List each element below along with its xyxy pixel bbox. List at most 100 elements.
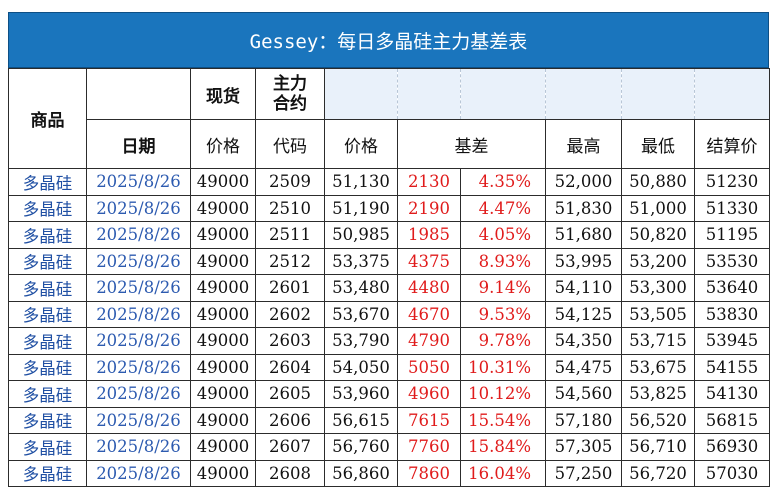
header-price: 价格 [324,119,398,169]
cell-date: 2025/8/26 [86,300,191,328]
cell-settle: 54155 [694,353,770,381]
cell-code: 2511 [255,221,325,249]
cell-low: 53,200 [621,247,695,275]
cell-product: 多晶硅 [8,406,87,434]
table-row: 多晶硅 2025/8/26 49000 2511 50,985 1985 4.05% 51,6… [8,221,770,249]
table-row: 多晶硅 2025/8/26 49000 2601 53,480 4480 9.14% 54,1… [8,274,770,302]
cell-low: 56,710 [621,433,695,461]
cell-price: 56,615 [324,406,398,434]
table-row: 多晶硅 2025/8/26 49000 2608 56,860 7860 16.04% 57,… [8,459,770,487]
cell-high: 57,180 [545,406,622,434]
cell-date: 2025/8/26 [86,353,191,381]
cell-spot-price: 49000 [190,168,256,196]
cell-basis: 7760 [397,433,461,461]
header-empty [694,68,770,120]
cell-basis-pct: 15.84% [460,433,546,461]
cell-high: 51,680 [545,221,622,249]
cell-spot-price: 49000 [190,327,256,355]
cell-basis: 4375 [397,247,461,275]
cell-product: 多晶硅 [8,168,87,196]
table-row: 多晶硅 2025/8/26 49000 2510 51,190 2190 4.47% 51,8… [8,194,770,222]
cell-code: 2510 [255,194,325,222]
cell-date: 2025/8/26 [86,274,191,302]
cell-code: 2604 [255,353,325,381]
cell-price: 54,050 [324,353,398,381]
table-row: 多晶硅 2025/8/26 49000 2605 53,960 4960 10.12% 54,… [8,380,770,408]
cell-product: 多晶硅 [8,380,87,408]
cell-date: 2025/8/26 [86,380,191,408]
cell-product: 多晶硅 [8,194,87,222]
cell-code: 2605 [255,380,325,408]
cell-settle: 53830 [694,300,770,328]
table-row: 多晶硅 2025/8/26 49000 2603 53,790 4790 9.78% 54,3… [8,327,770,355]
header-basis: 基差 [397,119,546,169]
cell-spot-price: 49000 [190,406,256,434]
cell-spot-price: 49000 [190,380,256,408]
cell-settle: 51330 [694,194,770,222]
cell-date: 2025/8/26 [86,221,191,249]
cell-product: 多晶硅 [8,221,87,249]
cell-code: 2512 [255,247,325,275]
cell-price: 56,760 [324,433,398,461]
cell-date: 2025/8/26 [86,194,191,222]
cell-product: 多晶硅 [8,300,87,328]
cell-price: 56,860 [324,459,398,487]
cell-product: 多晶硅 [8,433,87,461]
cell-basis: 2130 [397,168,461,196]
cell-basis-pct: 9.78% [460,327,546,355]
header-date: 日期 [86,119,191,169]
cell-code: 2509 [255,168,325,196]
cell-code: 2608 [255,459,325,487]
header-product: 商品 [8,68,87,169]
cell-date: 2025/8/26 [86,247,191,275]
cell-settle: 56930 [694,433,770,461]
cell-basis: 1985 [397,221,461,249]
cell-product: 多晶硅 [8,327,87,355]
cell-high: 54,560 [545,380,622,408]
cell-high: 54,125 [545,300,622,328]
cell-date: 2025/8/26 [86,406,191,434]
cell-settle: 51195 [694,221,770,249]
cell-low: 53,300 [621,274,695,302]
cell-high: 53,995 [545,247,622,275]
cell-price: 53,375 [324,247,398,275]
cell-basis-pct: 15.54% [460,406,546,434]
cell-spot-price: 49000 [190,459,256,487]
header-empty [621,68,695,120]
header-high: 最高 [545,119,622,169]
cell-basis-pct: 16.04% [460,459,546,487]
header-spot: 现货 [190,68,256,120]
header-empty [545,68,622,120]
cell-low: 53,715 [621,327,695,355]
header-empty [324,68,398,120]
header-blank [86,68,191,120]
cell-high: 57,305 [545,433,622,461]
cell-basis-pct: 8.93% [460,247,546,275]
cell-basis-pct: 9.53% [460,300,546,328]
cell-low: 50,820 [621,221,695,249]
cell-basis-pct: 4.05% [460,221,546,249]
cell-code: 2602 [255,300,325,328]
table-row: 多晶硅 2025/8/26 49000 2607 56,760 7760 15.84% 57,… [8,433,770,461]
cell-low: 53,675 [621,353,695,381]
cell-spot-price: 49000 [190,433,256,461]
cell-settle: 57030 [694,459,770,487]
table-title: Gessey：每日多晶硅主力基差表 [8,12,769,68]
cell-code: 2606 [255,406,325,434]
cell-settle: 54130 [694,380,770,408]
cell-basis: 4670 [397,300,461,328]
header-low: 最低 [621,119,695,169]
cell-spot-price: 49000 [190,300,256,328]
header-main-contract: 主力 合约 [255,68,325,120]
basis-table: 商品 现货 主力 合约 日期 价格 代码 价格 基差 最高 最低 结算价 多晶硅… [8,68,770,487]
cell-price: 51,130 [324,168,398,196]
cell-code: 2607 [255,433,325,461]
cell-basis: 4960 [397,380,461,408]
cell-product: 多晶硅 [8,353,87,381]
cell-price: 53,790 [324,327,398,355]
cell-date: 2025/8/26 [86,459,191,487]
cell-low: 53,825 [621,380,695,408]
cell-low: 56,520 [621,406,695,434]
cell-price: 53,670 [324,300,398,328]
cell-high: 54,110 [545,274,622,302]
